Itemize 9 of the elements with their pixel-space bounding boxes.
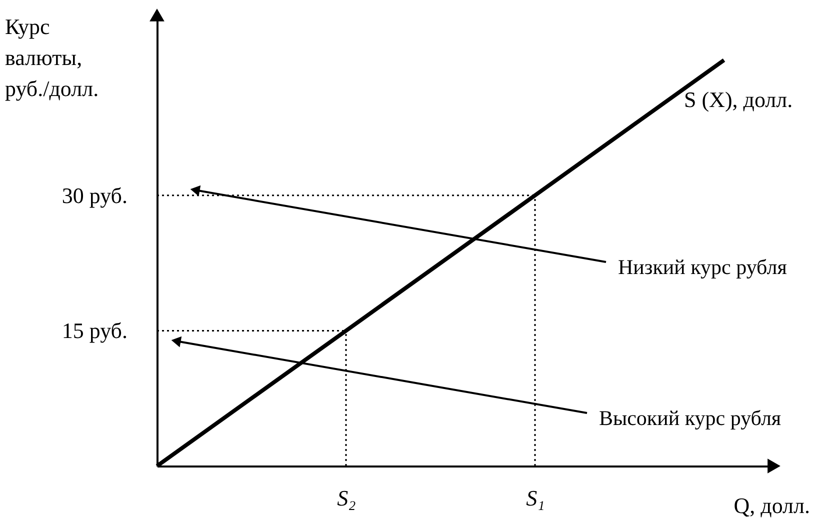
annotation: Низкий курс рубля	[618, 255, 788, 279]
x-axis-title: Q, долл.	[734, 493, 810, 518]
y-tick-label: 15 руб.	[62, 318, 128, 344]
x-tick-label: S₁	[526, 486, 545, 510]
x-tick-label: S₂	[337, 486, 356, 510]
y-tick-label: 30 руб.	[62, 182, 128, 208]
series-label: S (X), долл.	[684, 87, 793, 112]
y-axis-title: Курс валюты, руб./долл.	[5, 14, 99, 101]
annotation: Высокий курс рубля	[599, 406, 782, 430]
